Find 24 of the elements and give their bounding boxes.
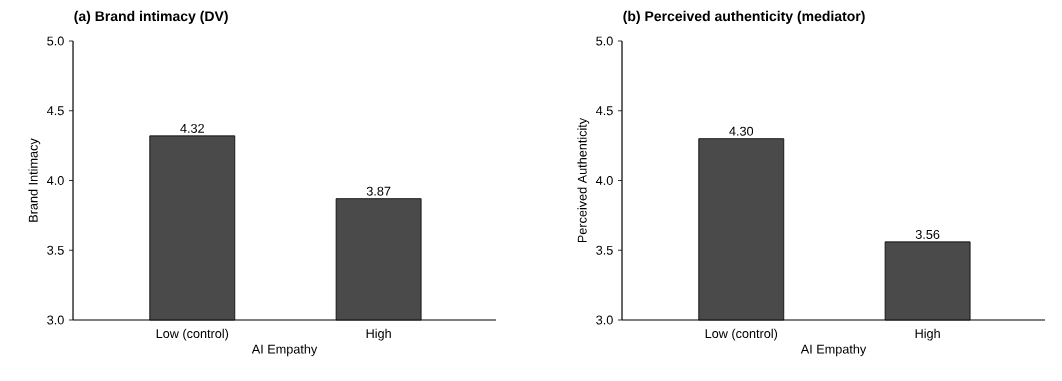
y-tick-label: 3.5: [596, 245, 613, 255]
x-tick-label: High: [366, 328, 391, 341]
data-label: 4.32: [180, 123, 204, 133]
y-tick-label: 4.5: [46, 106, 64, 116]
y-axis-title: Brand Intimacy: [28, 138, 41, 222]
y-tick-label: 3.0: [47, 315, 64, 325]
y-tick-label: 4.0: [46, 176, 64, 185]
x-axis-title: AI Empathy: [251, 344, 318, 357]
y-tick-label: 3.5: [47, 245, 64, 255]
x-tick-label: Low (control): [156, 328, 229, 341]
data-label: 3.56: [915, 229, 940, 239]
y-axis-title: Perceived Authenticity: [577, 117, 590, 243]
y-tick-label: 5.0: [596, 36, 613, 46]
y-tick-label: 4.0: [595, 176, 613, 185]
data-label: 4.30: [729, 126, 754, 136]
y-tick-label: 3.0: [596, 315, 613, 325]
data-label: 3.87: [366, 186, 391, 196]
x-tick-label: Low (control): [705, 328, 778, 341]
y-tick-label: 5.0: [47, 36, 64, 46]
chart-title: (b) Perceived authenticity (mediator): [623, 10, 865, 24]
y-tick-label: 4.5: [595, 106, 613, 116]
x-axis-title: AI Empathy: [800, 344, 867, 357]
chart-title: (a) Brand intimacy (DV): [74, 10, 228, 24]
x-tick-label: High: [915, 328, 940, 341]
